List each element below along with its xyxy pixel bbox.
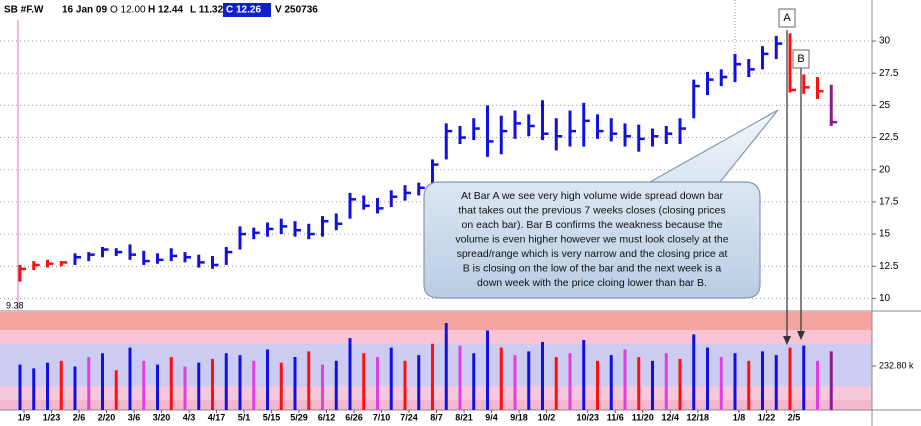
- annotation-line: that takes out the previous 7 weeks clos…: [458, 204, 725, 216]
- x-tick-label: 1/22: [758, 412, 776, 422]
- x-tick-label: 5/15: [263, 412, 281, 422]
- x-tick-label: 11/20: [632, 412, 654, 422]
- marker-arrows: [778, 8, 810, 345]
- volume: V 250736: [275, 5, 318, 16]
- x-tick-label: 1/8: [733, 412, 746, 422]
- marker-a: A: [783, 12, 791, 24]
- x-tick-label: 3/6: [128, 412, 141, 422]
- x-tick-label: 3/20: [153, 412, 171, 422]
- x-tick-label: 1/23: [43, 412, 61, 422]
- y-tick-label: 12.5: [879, 261, 899, 272]
- y-tick-label: 10: [879, 293, 891, 304]
- marker-b: B: [797, 53, 804, 65]
- annotation-line: volume is even higher however we must lo…: [455, 233, 728, 245]
- close: C 12.26: [226, 5, 261, 16]
- x-tick-label: 10/2: [538, 412, 556, 422]
- annotation-line: down week with the price cloing lower th…: [477, 277, 707, 289]
- low: L 11.32: [190, 5, 224, 16]
- annotation-line: B is closing on the low of the bar and t…: [463, 262, 722, 274]
- annotation: At Bar A we see very high volume wide sp…: [455, 190, 728, 289]
- x-tick-label: 7/10: [373, 412, 391, 422]
- annotation-line: spread/range which is very narrow and th…: [457, 248, 728, 260]
- marks: [18, 33, 838, 410]
- x-tick-label: 11/6: [607, 412, 624, 422]
- x-tick-label: 8/21: [455, 412, 473, 422]
- y-tick-label: 30: [879, 36, 891, 47]
- symbol: SB #F.W: [4, 5, 44, 16]
- x-tick-label: 9/4: [485, 412, 498, 422]
- high: H 12.44: [148, 5, 183, 16]
- x-tick-label: 10/23: [576, 412, 599, 422]
- x-tick-label: 2/6: [73, 412, 86, 422]
- x-tick-label: 6/26: [345, 412, 363, 422]
- x-tick-label: 1/9: [18, 412, 31, 422]
- date: 16 Jan 09: [62, 5, 107, 16]
- y-tick-label: 20: [879, 164, 891, 175]
- scale-low-label: 9.38: [6, 300, 24, 310]
- y-tick-label: 17.5: [879, 197, 899, 208]
- y-tick-label: 25: [879, 100, 891, 111]
- x-tick-label: 5/29: [290, 412, 308, 422]
- y-tick-label: 27.5: [879, 68, 899, 79]
- annotation-line: At Bar A we see very high volume wide sp…: [461, 190, 724, 202]
- x-tick-label: 7/24: [400, 412, 418, 422]
- callout: [423, 109, 779, 299]
- volume-tick-label: 232.80 k: [879, 360, 914, 370]
- x-tick-label: 12/4: [661, 412, 679, 422]
- x-tick-label: 5/1: [238, 412, 251, 422]
- x-tick-label: 8/7: [430, 412, 443, 422]
- close-highlight: [223, 3, 271, 17]
- annotation-line: on each bar). Bar B confirms the weaknes…: [462, 219, 723, 231]
- y-tick-label: 15: [879, 229, 891, 240]
- x-tick-label: 2/20: [98, 412, 116, 422]
- open: O 12.00: [110, 5, 146, 16]
- x-tick-label: 4/17: [208, 412, 226, 422]
- y-tick-label: 22.5: [879, 132, 899, 143]
- x-tick-label: 12/18: [686, 412, 709, 422]
- x-tick-label: 6/12: [318, 412, 336, 422]
- x-tick-label: 2/5: [788, 412, 801, 422]
- x-tick-label: 9/18: [510, 412, 528, 422]
- x-tick-label: 4/3: [183, 412, 196, 422]
